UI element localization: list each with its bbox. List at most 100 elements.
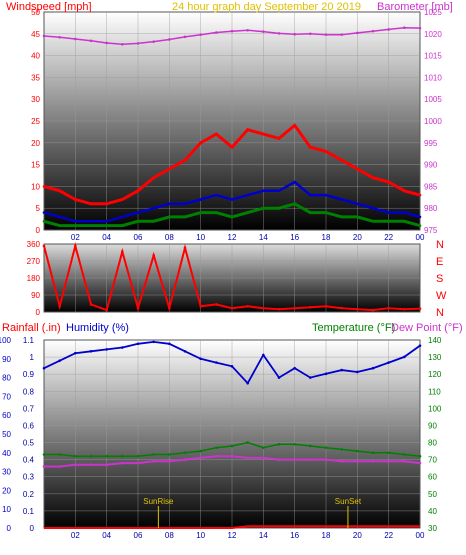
rainfall-y-tick-label: 0.7	[23, 404, 35, 413]
temperature-point	[356, 449, 359, 453]
wind-green-series-point	[324, 211, 328, 214]
wind-red-series-point	[136, 189, 140, 193]
humidity-point	[418, 344, 422, 347]
climate-x-tick-label: 18	[322, 531, 331, 540]
wind-y-tick-label: 15	[31, 161, 40, 170]
temperature-point	[215, 446, 218, 449]
dew-point-point	[230, 454, 234, 458]
barometer-point	[309, 32, 312, 36]
wind-green-series-point	[293, 202, 296, 206]
wind-green-series-point	[309, 211, 312, 214]
temperature-point	[371, 451, 375, 455]
wind-direction-point	[403, 307, 406, 311]
barometer-y-tick-label: 985	[424, 182, 438, 191]
barometer-y-tick-label: 1000	[424, 117, 442, 126]
barometer-point	[403, 26, 406, 29]
dew-point-point	[293, 458, 296, 461]
wind-green-series-point	[262, 206, 265, 210]
humidity-point	[340, 368, 343, 372]
rainfall-axis-title: Rainfall (.in)	[2, 322, 61, 334]
temperature-point	[168, 453, 171, 456]
wind-blue-series-point	[340, 198, 343, 201]
dew-point-point	[277, 458, 281, 461]
rainfall-line	[44, 525, 420, 529]
temperature-y-tick-label: 30	[428, 524, 437, 533]
climate-x-tick-label: 02	[71, 531, 80, 540]
dew-point-point	[89, 463, 93, 467]
temperature-point	[152, 453, 155, 456]
wind-direction-point	[199, 305, 202, 308]
wind-blue-series-point	[152, 206, 155, 210]
temperature-point	[403, 453, 406, 456]
wind-green-series-point	[58, 224, 61, 227]
wind-x-tick-label: 12	[228, 233, 237, 242]
wind-y-tick-label: 35	[31, 73, 40, 82]
wind-red-series-point	[403, 189, 406, 193]
wind-x-tick-label: 14	[259, 233, 268, 242]
wind-direction-point	[293, 306, 296, 310]
wind-red-series-point	[42, 185, 46, 188]
dew-point-point	[105, 463, 108, 467]
wind-blue-series-point	[309, 193, 312, 197]
wind-green-series-point	[403, 219, 406, 223]
humidity-point	[168, 342, 171, 346]
barometer-y-tick-label: 1005	[424, 95, 442, 104]
humidity-point	[183, 349, 187, 353]
humidity-point	[262, 353, 265, 357]
barometer-point	[246, 29, 249, 32]
wind-red-series-point	[418, 193, 422, 197]
wind-y-tick-label: 40	[31, 52, 40, 61]
barometer-point	[42, 34, 46, 38]
barometer-point	[418, 26, 422, 30]
wind-red-series-point	[215, 132, 218, 136]
wind-direction-point	[152, 254, 155, 257]
humidity-point	[324, 372, 328, 376]
wind-blue-series-point	[168, 202, 171, 206]
barometer-point	[277, 32, 281, 35]
rainfall-y-tick-label: 0.9	[23, 370, 35, 379]
wind-direction-point	[168, 306, 171, 310]
temperature-y-tick-label: 40	[428, 507, 437, 516]
barometer-y-tick-label: 1010	[424, 73, 442, 82]
wind-blue-series-point	[277, 189, 281, 193]
rainfall-y-tick-label: 0.6	[23, 421, 35, 430]
temperature-point	[89, 454, 93, 458]
wind-red-series-point	[230, 145, 234, 149]
wind-x-tick-label: 10	[196, 233, 205, 242]
barometer-axis-title: Barometer [mb]	[377, 1, 453, 13]
humidity-point	[387, 361, 390, 364]
wind-direction-point	[340, 306, 343, 310]
barometer-point	[105, 41, 108, 45]
wind-red-series-point	[293, 124, 296, 127]
barometer-point	[74, 37, 77, 41]
dew-point-point	[136, 461, 140, 465]
humidity-y-tick-label: 0	[7, 524, 12, 533]
wind-red-series-point	[309, 145, 312, 149]
wind-blue-series-point	[215, 193, 218, 197]
temperature-y-tick-label: 110	[428, 387, 441, 396]
wind-direction-y-tick-label: 90	[31, 291, 40, 300]
barometer-point	[183, 35, 187, 39]
humidity-y-tick-label: 90	[2, 355, 11, 364]
temperature-y-tick-label: 50	[428, 490, 437, 499]
climate-x-tick-label: 16	[290, 531, 299, 540]
wind-blue-series-point	[89, 219, 93, 223]
wind-green-series-point	[183, 215, 187, 219]
dew-point-point	[58, 465, 61, 468]
wind-red-series-point	[387, 180, 390, 184]
wind-x-tick-label: 18	[322, 233, 331, 242]
climate-x-tick-label: 10	[196, 531, 205, 540]
wind-red-series-point	[262, 132, 265, 136]
humidity-axis-title: Humidity (%)	[66, 322, 129, 334]
wind-axis-title: Windspeed [mph]	[6, 1, 92, 13]
temperature-point	[58, 453, 61, 456]
wind-y-tick-label: 5	[36, 204, 41, 213]
temperature-point	[262, 446, 265, 449]
rainfall-y-tick-label: 0.1	[23, 507, 35, 516]
humidity-point	[371, 366, 375, 370]
graph-title: 24 hour graph day September 20 2019	[172, 1, 361, 13]
wind-direction-point	[74, 244, 77, 248]
wind-direction-point	[105, 308, 108, 312]
barometer-point	[136, 42, 140, 45]
humidity-y-tick-label: 30	[2, 468, 11, 477]
